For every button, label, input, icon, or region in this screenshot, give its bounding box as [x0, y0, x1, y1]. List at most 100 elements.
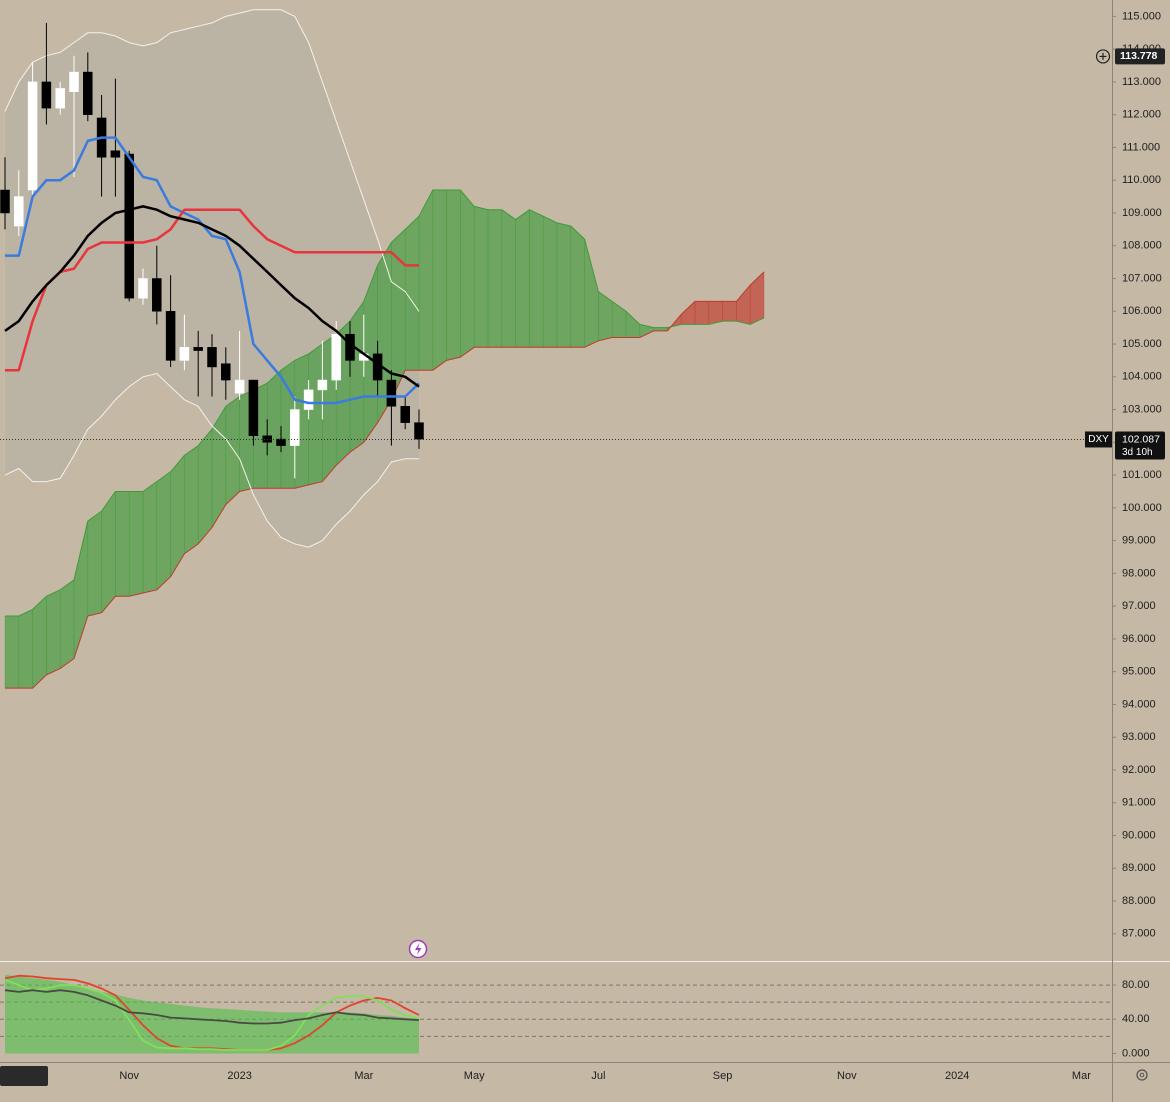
candle-body [152, 278, 162, 312]
x-tick-label: Sep [713, 1070, 733, 1082]
candle-body [83, 71, 93, 115]
cloud-segment [722, 301, 737, 322]
y-tick-label: 95.000 [1122, 666, 1156, 678]
y-tick-label: 109.000 [1122, 207, 1162, 219]
y-tick-label: 112.000 [1122, 109, 1161, 121]
y-tick-label: 94.000 [1122, 698, 1156, 710]
oscillator-line [4, 989, 420, 1025]
y-tick-label: 111.000 [1122, 141, 1160, 153]
last-price-label: 102.087 [1122, 433, 1160, 445]
alert-bolt [415, 943, 422, 955]
cloud-segment [87, 510, 102, 617]
cloud-segment [446, 189, 461, 361]
y-tick-label: 105.000 [1122, 338, 1162, 350]
cloud-segment [142, 481, 158, 594]
y-tick-label: 91.000 [1122, 797, 1156, 809]
y-tick-label: 89.000 [1122, 862, 1156, 874]
cloud-segment [460, 189, 475, 358]
crosshair-price-box [1115, 48, 1165, 65]
candle-body [124, 153, 134, 299]
candle-body [331, 333, 341, 381]
cloud-segment [225, 395, 240, 506]
cloud-segment [156, 471, 171, 591]
cloud-segment [266, 369, 282, 489]
crosshair-price-label: 113.778 [1120, 50, 1158, 62]
cloud-segment [529, 209, 544, 348]
y-tick-label: 92.000 [1122, 764, 1156, 776]
y-tick-label: 108.000 [1122, 240, 1162, 252]
candle-body [138, 278, 148, 299]
indicator-line [5, 136, 420, 405]
x-tick-label: Mar [354, 1070, 373, 1082]
x-tick-label: Mar [1072, 1070, 1091, 1082]
band-lower [4, 372, 419, 548]
y-tick-label: 90.000 [1122, 829, 1156, 841]
y-tick-label: 98.000 [1122, 567, 1156, 579]
x-tick-label: 2023 [227, 1070, 251, 1082]
x-tick-label: May [464, 1070, 485, 1082]
candle-body [14, 196, 24, 227]
y-tick-label: 110.000 [1122, 174, 1161, 186]
cloud-segment [418, 189, 434, 371]
candle-body [165, 311, 176, 361]
y-tick-label: 87.000 [1122, 928, 1156, 940]
y-tick-label: 0.000 [1122, 1047, 1150, 1059]
cloud-segment [101, 490, 116, 614]
y-tick-label: 115.000 [1122, 10, 1161, 22]
cloud-segment [542, 215, 558, 348]
y-tick-label: 106.000 [1122, 305, 1162, 317]
candle-body [386, 379, 397, 407]
alert-icon[interactable] [408, 939, 428, 959]
cloud-segment [59, 579, 75, 669]
axes: 87.000 88.000 89.000 90.000 91.000 92.000 93.0… [0, 10, 1165, 1082]
cloud-segment [515, 209, 530, 348]
indicator-line [5, 208, 419, 372]
candle-body [414, 422, 424, 440]
gear [1136, 1069, 1148, 1081]
y-tick-label: 97.000 [1122, 600, 1156, 612]
indicator-line [4, 205, 420, 388]
candle-body [276, 438, 286, 446]
candle-body [400, 406, 410, 423]
countdown-label: 3d 10h [1122, 447, 1153, 458]
cloud-span-a [5, 189, 765, 617]
cloud-segment [308, 343, 323, 486]
cloud-segment [473, 206, 489, 348]
cloud-segment [570, 225, 585, 348]
cloud-segment [694, 301, 710, 325]
candle-body [193, 347, 203, 351]
add-alert-button[interactable] [1095, 49, 1111, 64]
y-tick-label: 80.00 [1122, 979, 1150, 991]
y-tick-label: 101.000 [1122, 469, 1162, 481]
candle-body [0, 189, 10, 214]
candle-body [221, 363, 231, 381]
candle-body [248, 379, 259, 437]
candle-body [41, 81, 52, 109]
y-tick-label: 99.000 [1122, 535, 1156, 547]
candle-body [234, 379, 245, 394]
oscillator-line [4, 979, 420, 1051]
y-tick-label: 93.000 [1122, 731, 1156, 743]
candle-body [27, 81, 38, 191]
x-tick-label: Nov [837, 1070, 857, 1082]
symbol-label: DXY [1088, 434, 1109, 445]
cloud-segment [184, 445, 199, 555]
crosshair-date-box [0, 1066, 48, 1086]
candle-body [110, 150, 121, 158]
candle-body [317, 379, 328, 391]
cloud-segment [708, 301, 723, 325]
cloud-segment [46, 589, 61, 676]
y-tick-label: 88.000 [1122, 895, 1156, 907]
cloud-segment [197, 428, 213, 545]
candle-body [69, 71, 79, 92]
y-tick-label: 107.000 [1122, 272, 1162, 284]
cloud-segment [128, 491, 144, 597]
band-upper [4, 9, 420, 312]
candle-body [179, 347, 190, 361]
cloud-segment [404, 215, 420, 371]
settings-icon[interactable] [1136, 1069, 1148, 1081]
gear-center [1139, 1072, 1145, 1078]
